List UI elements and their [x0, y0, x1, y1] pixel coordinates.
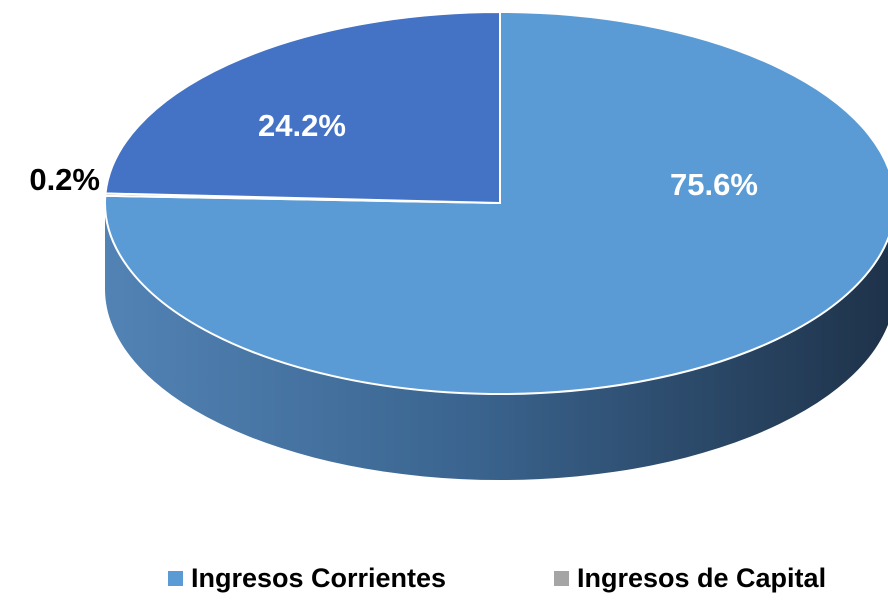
pie-side: [105, 203, 888, 480]
legend-label: Ingresos Corrientes: [191, 563, 446, 593]
data-label: 24.2%: [258, 108, 346, 143]
legend-label: Ingresos de Capital: [577, 563, 826, 593]
pie-slice: [104, 10, 501, 205]
data-label: 75.6%: [670, 167, 758, 202]
data-label: 0.2%: [29, 162, 100, 197]
legend-swatch: [168, 571, 183, 586]
legend-swatch: [554, 571, 569, 586]
